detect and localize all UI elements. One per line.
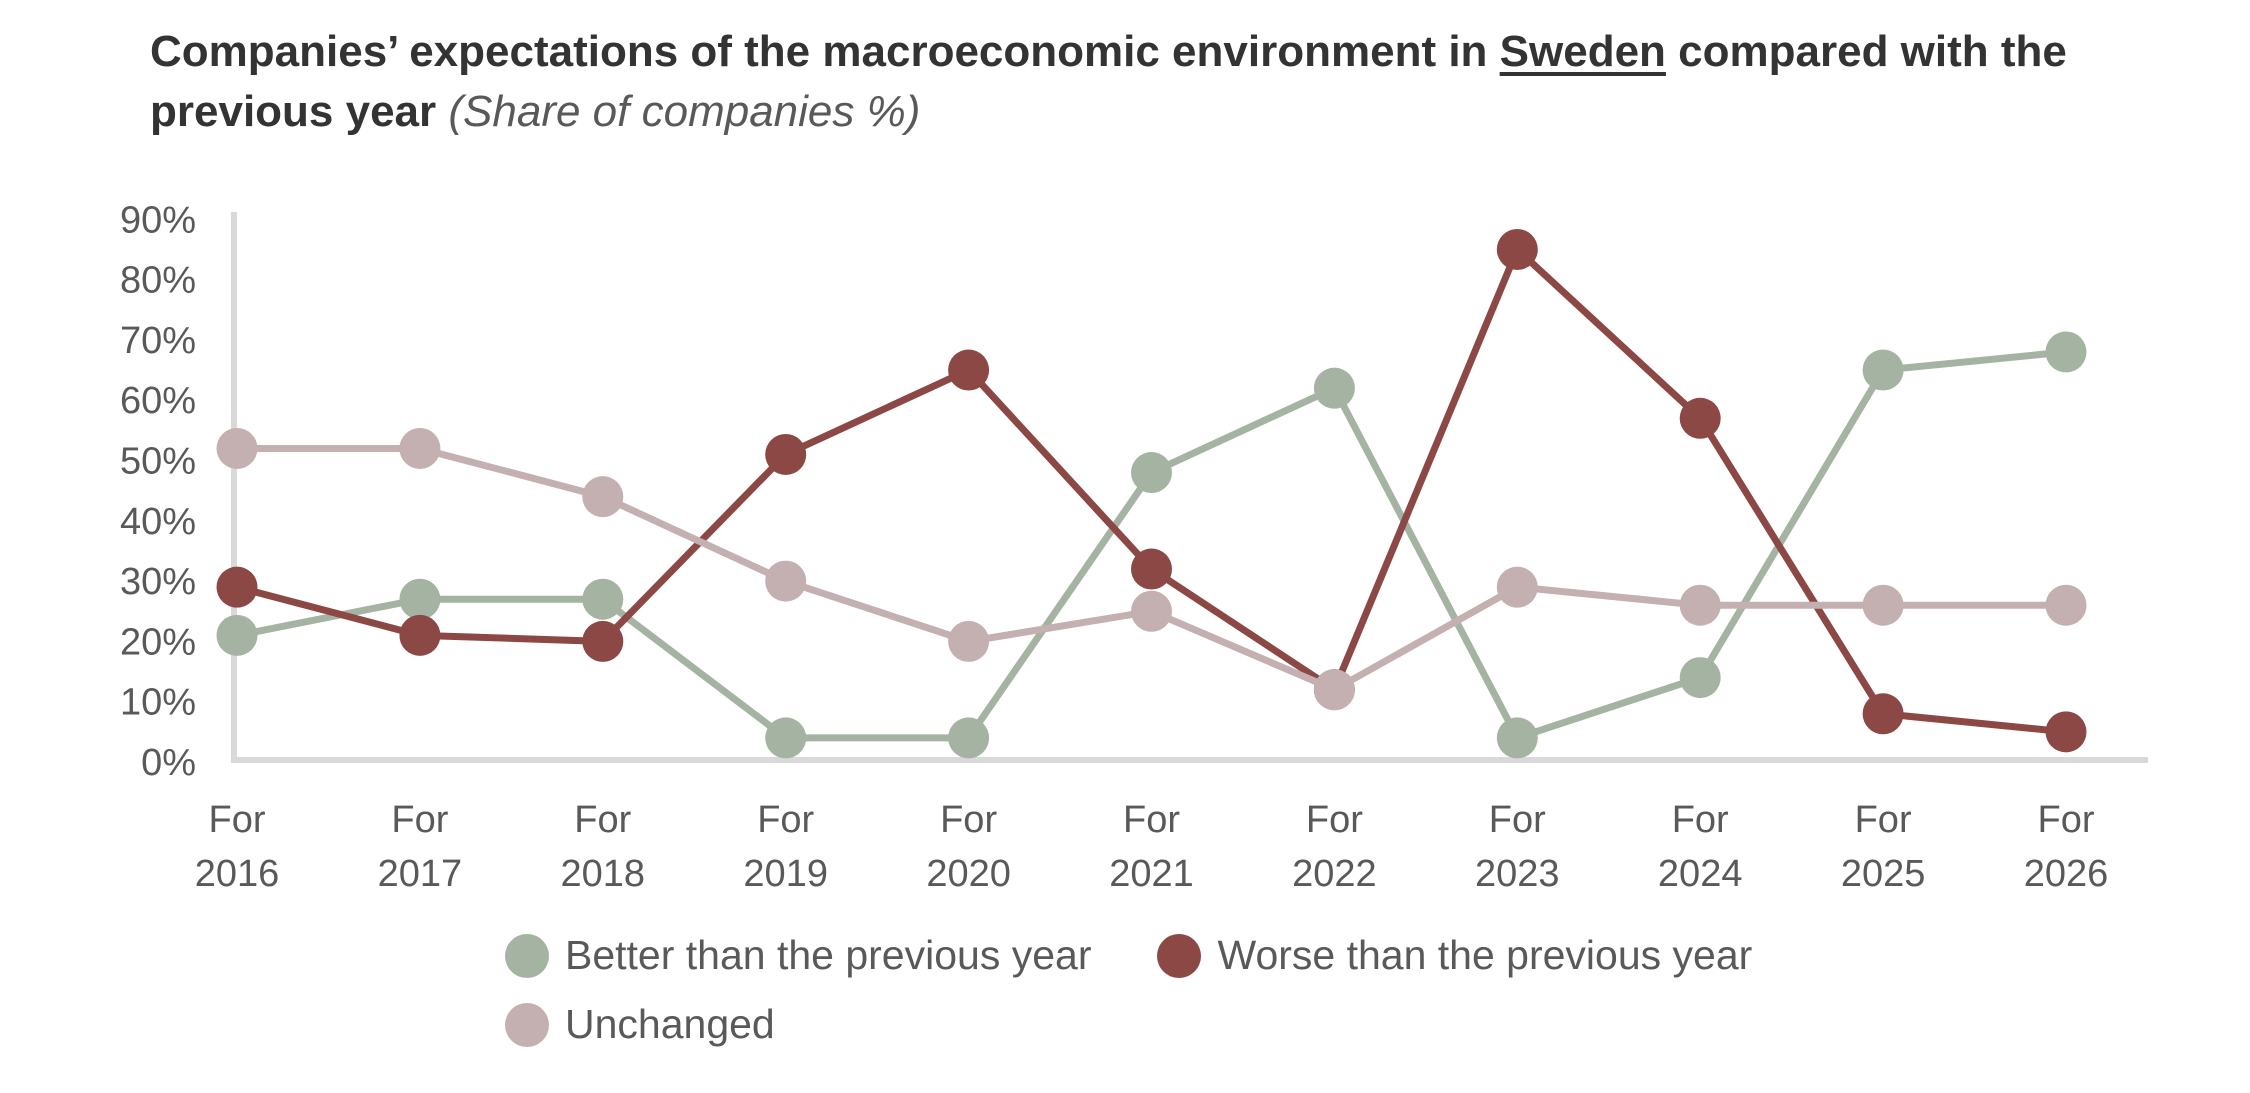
series-line-better-than-the-previous-year bbox=[236, 348, 2067, 743]
x-tick-year-label: 2021 bbox=[1109, 853, 1194, 895]
y-tick-label: 30% bbox=[120, 561, 196, 603]
legend-item-unchanged: Unchanged bbox=[505, 1001, 775, 1048]
title-part2: compared with the bbox=[1665, 27, 2067, 76]
x-tick-year-label: 2022 bbox=[1292, 853, 1377, 895]
data-point-worse-than-the-previous-year-2018 bbox=[582, 620, 624, 662]
data-point-unchanged-2016 bbox=[216, 427, 258, 469]
data-point-worse-than-the-previous-year-2026 bbox=[2045, 711, 2087, 753]
x-tick-year-label: 2026 bbox=[2024, 853, 2109, 895]
x-tick-label: For bbox=[209, 799, 266, 841]
legend-marker-better-icon bbox=[505, 933, 549, 978]
data-point-better-than-the-previous-year-2018 bbox=[582, 578, 624, 620]
data-point-better-than-the-previous-year-2026 bbox=[2045, 331, 2087, 373]
data-point-unchanged-2025 bbox=[1862, 584, 1904, 626]
data-point-unchanged-2017 bbox=[399, 427, 441, 469]
data-point-unchanged-2018 bbox=[582, 476, 624, 518]
x-tick-label: For bbox=[1306, 799, 1363, 841]
chart-title: Companies’ expectations of the macroecon… bbox=[150, 22, 2110, 142]
data-point-unchanged-2024 bbox=[1679, 584, 1721, 626]
y-tick-label: 10% bbox=[120, 682, 196, 724]
data-point-unchanged-2019 bbox=[765, 560, 807, 602]
y-tick-label: 90% bbox=[120, 199, 196, 241]
x-tick-label: For bbox=[2038, 799, 2095, 841]
data-point-better-than-the-previous-year-2020 bbox=[948, 717, 990, 759]
data-point-unchanged-2022 bbox=[1313, 669, 1355, 711]
x-tick-label: For bbox=[757, 799, 814, 841]
x-tick-year-label: 2019 bbox=[743, 853, 828, 895]
legend-item-worse: Worse than the previous year bbox=[1157, 932, 1752, 979]
data-point-better-than-the-previous-year-2016 bbox=[216, 614, 258, 656]
title-country: Sweden bbox=[1499, 27, 1666, 76]
data-point-better-than-the-previous-year-2023 bbox=[1496, 717, 1538, 759]
data-point-unchanged-2026 bbox=[2045, 584, 2087, 626]
y-tick-label: 70% bbox=[120, 320, 196, 362]
x-tick-year-label: 2023 bbox=[1475, 853, 1560, 895]
y-tick-label: 80% bbox=[120, 260, 196, 302]
data-point-worse-than-the-previous-year-2023 bbox=[1496, 228, 1538, 270]
data-point-unchanged-2023 bbox=[1496, 566, 1538, 608]
y-tick-label: 40% bbox=[120, 501, 196, 543]
data-point-unchanged-2021 bbox=[1131, 590, 1172, 632]
data-point-worse-than-the-previous-year-2019 bbox=[765, 433, 807, 475]
legend-label-unchanged: Unchanged bbox=[565, 1001, 775, 1047]
chart-subtitle: (Share of companies %) bbox=[448, 87, 921, 136]
x-tick-year-label: 2024 bbox=[1658, 853, 1743, 895]
legend-marker-unchanged-icon bbox=[505, 1002, 549, 1047]
title-line2-bold: previous year bbox=[150, 87, 437, 136]
data-point-worse-than-the-previous-year-2016 bbox=[216, 566, 258, 608]
legend: Better than the previous year Worse than… bbox=[505, 932, 1818, 1070]
x-tick-year-label: 2020 bbox=[926, 853, 1011, 895]
data-point-better-than-the-previous-year-2025 bbox=[1862, 349, 1904, 391]
y-tick-label: 0% bbox=[141, 742, 196, 784]
x-tick-label: For bbox=[1855, 799, 1912, 841]
y-tick-label: 60% bbox=[120, 380, 196, 422]
legend-label-better: Better than the previous year bbox=[565, 932, 1092, 978]
data-point-worse-than-the-previous-year-2025 bbox=[1862, 693, 1904, 735]
data-point-worse-than-the-previous-year-2021 bbox=[1131, 548, 1172, 590]
x-tick-label: For bbox=[1672, 799, 1729, 841]
x-tick-year-label: 2025 bbox=[1841, 853, 1926, 895]
legend-item-better: Better than the previous year bbox=[505, 932, 1091, 979]
data-point-better-than-the-previous-year-2021 bbox=[1131, 452, 1172, 494]
x-tick-year-label: 2017 bbox=[378, 853, 463, 895]
x-tick-year-label: 2018 bbox=[561, 853, 646, 895]
x-tick-year-label: 2016 bbox=[195, 853, 280, 895]
data-point-worse-than-the-previous-year-2024 bbox=[1679, 397, 1721, 439]
legend-label-worse: Worse than the previous year bbox=[1217, 932, 1753, 978]
data-point-worse-than-the-previous-year-2017 bbox=[399, 614, 441, 656]
legend-marker-worse-icon bbox=[1157, 933, 1202, 978]
data-point-better-than-the-previous-year-2024 bbox=[1679, 657, 1721, 699]
data-point-better-than-the-previous-year-2022 bbox=[1313, 367, 1355, 409]
x-tick-label: For bbox=[574, 799, 631, 841]
x-tick-label: For bbox=[391, 799, 448, 841]
title-part1: Companies’ expectations of the macroecon… bbox=[150, 27, 1500, 76]
data-point-better-than-the-previous-year-2019 bbox=[765, 717, 807, 759]
x-tick-label: For bbox=[940, 799, 997, 841]
legend-row-1: Better than the previous year Worse than… bbox=[505, 932, 1818, 979]
data-point-unchanged-2020 bbox=[948, 620, 990, 662]
y-tick-label: 20% bbox=[120, 621, 196, 663]
data-point-worse-than-the-previous-year-2020 bbox=[948, 349, 990, 391]
data-point-better-than-the-previous-year-2017 bbox=[399, 578, 441, 620]
y-tick-label: 50% bbox=[120, 441, 196, 483]
legend-row-2: Unchanged bbox=[505, 1001, 1818, 1048]
x-tick-label: For bbox=[1123, 799, 1180, 841]
x-tick-label: For bbox=[1489, 799, 1546, 841]
